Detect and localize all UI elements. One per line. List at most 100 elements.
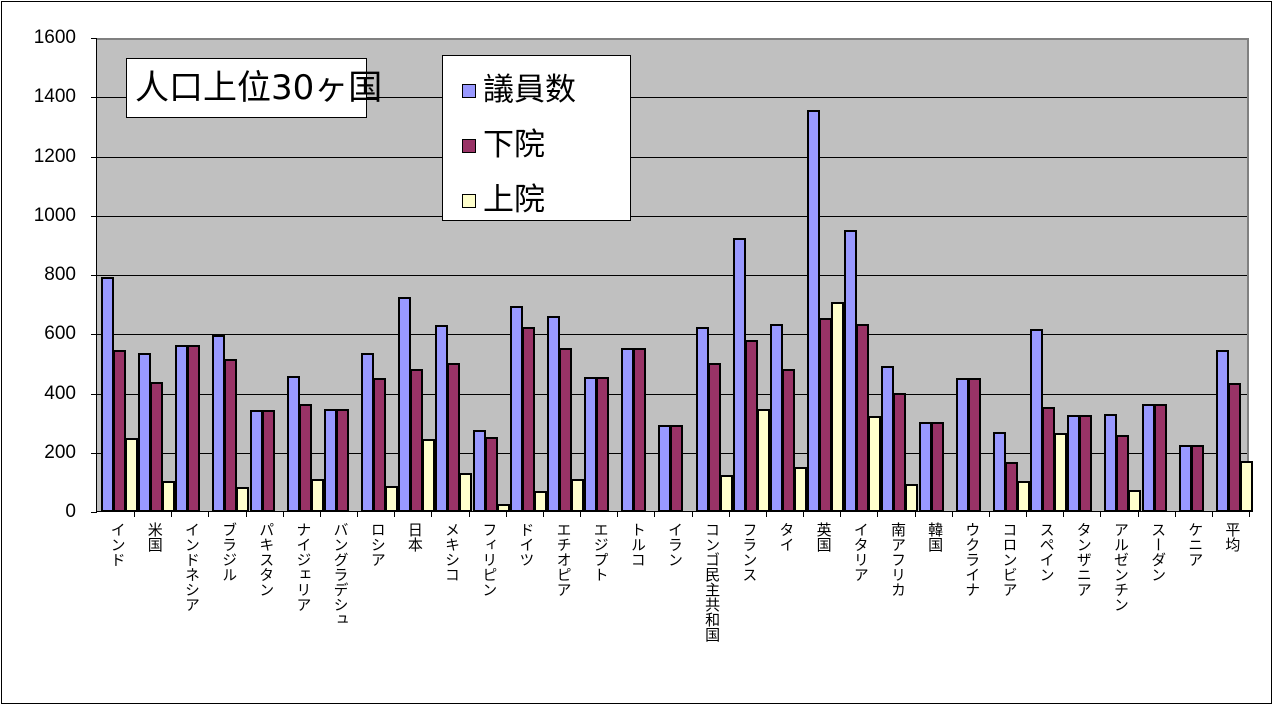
- bar-lower-house: [1079, 415, 1093, 512]
- bar-upper-house: [1239, 461, 1253, 512]
- x-tick: [245, 512, 247, 517]
- x-tick-label: 日本: [405, 522, 424, 552]
- bar-lower-house: [1153, 404, 1167, 512]
- x-tick: [1100, 512, 1102, 517]
- gridline: [97, 393, 1247, 395]
- x-tick-label: ロシア: [368, 522, 387, 567]
- x-tick-label: タンザニア: [1074, 522, 1093, 597]
- x-tick: [654, 512, 656, 517]
- bar-upper-house: [570, 479, 584, 512]
- x-tick-label: 韓国: [926, 522, 945, 552]
- bar-lower-house: [893, 392, 907, 512]
- x-tick: [617, 512, 619, 517]
- bar-lower-house: [707, 362, 721, 512]
- bar-lower-house: [224, 359, 238, 512]
- x-tick: [877, 512, 879, 517]
- y-tick: [91, 393, 97, 395]
- legend-item-upper-house: 上院: [462, 180, 545, 220]
- bar-members: [807, 110, 821, 512]
- bar-lower-house: [261, 409, 275, 512]
- bar-upper-house: [868, 415, 882, 512]
- bar-upper-house: [1128, 489, 1142, 512]
- y-tick-label: 0: [65, 501, 76, 522]
- bar-upper-house: [422, 439, 436, 512]
- y-tick: [91, 215, 97, 217]
- y-tick: [91, 334, 97, 336]
- x-tick-label: ドイツ: [517, 522, 536, 567]
- bar-lower-house: [967, 377, 981, 512]
- x-tick-label: コロンビア: [1000, 522, 1019, 597]
- bar-lower-house: [150, 382, 164, 512]
- x-tick-label: フランス: [740, 522, 759, 582]
- legend-swatch-members-icon: [462, 84, 476, 98]
- x-tick-label: コンゴ民主共和国: [703, 522, 722, 642]
- y-tick-label: 1200: [33, 145, 76, 167]
- x-tick: [580, 512, 582, 517]
- x-tick-label: ウクライナ: [963, 522, 982, 597]
- bar-upper-house: [459, 473, 473, 512]
- x-tick: [208, 512, 210, 517]
- bar-upper-house: [162, 481, 176, 512]
- x-tick: [691, 512, 693, 517]
- x-tick: [951, 512, 953, 517]
- x-tick-label: ナイジェリア: [294, 522, 313, 612]
- x-tick: [914, 512, 916, 517]
- x-tick: [1063, 512, 1065, 517]
- gridline: [97, 156, 1247, 158]
- y-tick-label: 1600: [33, 27, 76, 48]
- y-tick-label: 1000: [33, 204, 76, 226]
- bar-upper-house: [236, 487, 250, 512]
- legend-swatch-lower-house-icon: [462, 139, 476, 153]
- x-tick-label: スペイン: [1037, 522, 1056, 582]
- legend-label: 議員数: [483, 72, 576, 108]
- x-tick-label: 南アフリカ: [888, 522, 907, 597]
- bar-upper-house: [496, 503, 510, 512]
- bar-lower-house: [930, 422, 944, 512]
- x-tick: [988, 512, 990, 517]
- bar-lower-house: [633, 348, 647, 512]
- x-tick-label: 米国: [145, 522, 164, 552]
- y-tick-label: 800: [44, 264, 76, 285]
- x-tick-label: ブラジル: [220, 522, 239, 582]
- x-tick-label: ケニア: [1186, 522, 1205, 567]
- x-tick: [394, 512, 396, 517]
- bar-lower-house: [373, 377, 387, 512]
- bar-upper-house: [385, 486, 399, 512]
- legend-item-lower-house: 下院: [462, 125, 545, 165]
- gridline: [97, 334, 1247, 336]
- x-tick-label: イタリア: [851, 522, 870, 582]
- bar-lower-house: [670, 425, 684, 512]
- x-tick: [431, 512, 433, 517]
- gridline: [97, 97, 1247, 99]
- legend-label: 上院: [483, 182, 545, 218]
- x-tick-label: 平均: [1223, 522, 1242, 552]
- y-tick-label: 400: [44, 382, 76, 404]
- x-tick: [505, 512, 507, 517]
- x-tick-label: パキスタン: [257, 522, 276, 597]
- bar-lower-house: [521, 327, 535, 512]
- x-tick: [1026, 512, 1028, 517]
- x-tick-label: バングラデシュ: [331, 522, 350, 627]
- x-tick: [468, 512, 470, 517]
- y-tick: [91, 38, 97, 39]
- y-tick-label: 200: [44, 441, 76, 463]
- x-tick: [282, 512, 284, 517]
- y-tick-label: 1400: [33, 86, 76, 108]
- bar-upper-house: [793, 466, 807, 512]
- x-tick-label: イラン: [666, 522, 684, 567]
- x-tick: [1249, 512, 1250, 517]
- bar-upper-house: [1054, 432, 1068, 512]
- x-tick: [1211, 512, 1213, 517]
- bar-upper-house: [125, 438, 138, 512]
- x-tick-label: トルコ: [628, 522, 647, 567]
- x-tick-label: インド: [108, 522, 127, 567]
- legend: 議員数 下院 上院: [442, 55, 631, 221]
- legend-item-members: 議員数: [462, 70, 576, 110]
- x-tick-label: エジプト: [591, 522, 610, 582]
- x-tick: [765, 512, 767, 517]
- bar-lower-house: [187, 345, 201, 512]
- bar-lower-house: [1227, 383, 1241, 512]
- bar-lower-house: [484, 436, 498, 512]
- x-tick-label: メキシコ: [443, 522, 462, 582]
- x-tick: [840, 512, 842, 517]
